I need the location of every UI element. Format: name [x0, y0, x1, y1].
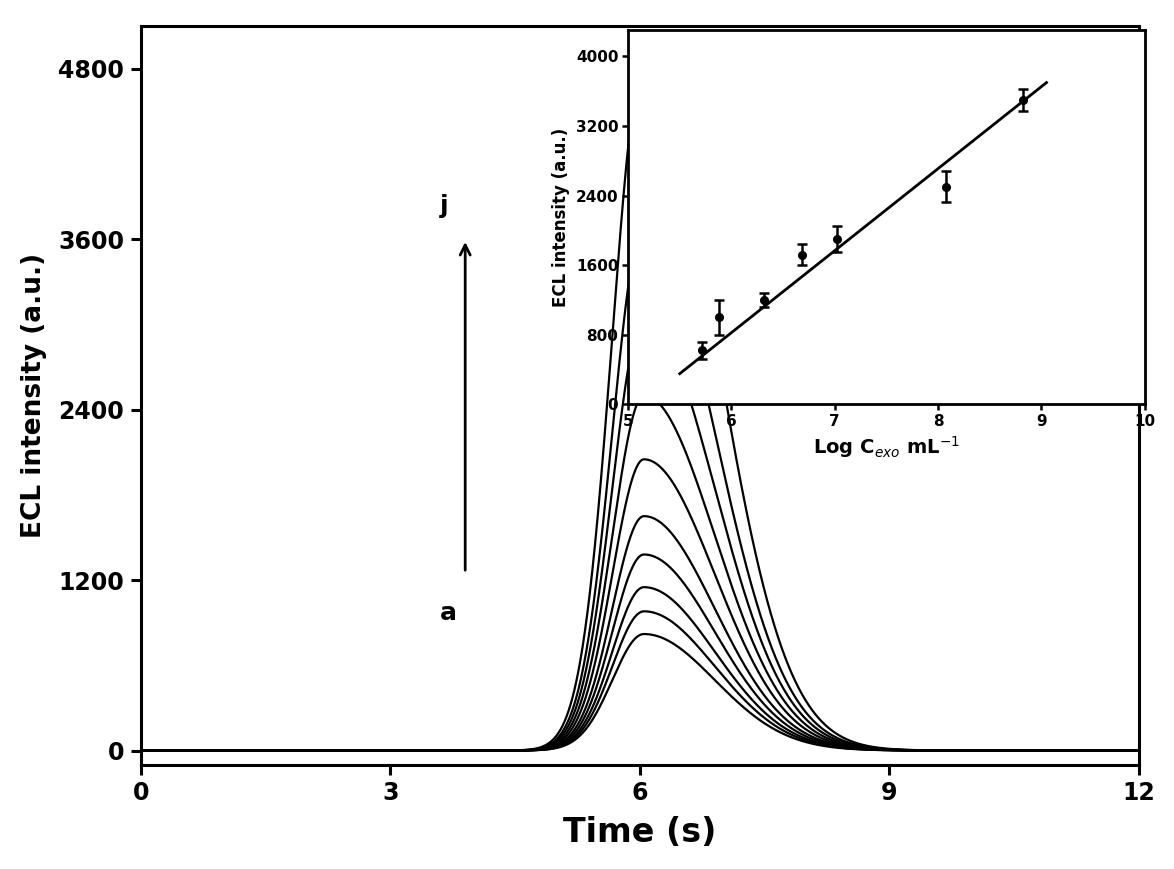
Text: j: j — [440, 194, 448, 218]
Y-axis label: ECL intensity (a.u.): ECL intensity (a.u.) — [552, 128, 571, 307]
Y-axis label: ECL intensity (a.u.): ECL intensity (a.u.) — [21, 253, 47, 538]
Text: a: a — [440, 601, 457, 626]
X-axis label: Time (s): Time (s) — [564, 817, 716, 850]
X-axis label: Log C$_{exo}$ mL$^{-1}$: Log C$_{exo}$ mL$^{-1}$ — [812, 434, 960, 461]
